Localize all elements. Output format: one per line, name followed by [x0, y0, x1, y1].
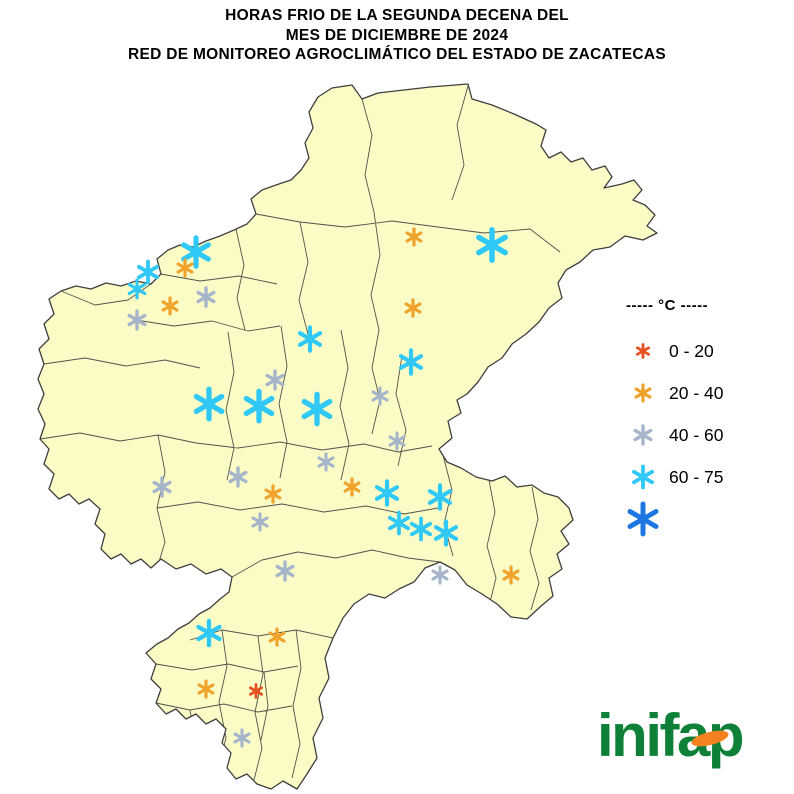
legend-row-40-60: 40 - 60	[622, 414, 787, 456]
asterisk-marker	[248, 683, 264, 699]
page-title: HORAS FRIO DE LA SEGUNDA DECENA DEL MES …	[0, 6, 794, 65]
asterisk-marker	[405, 227, 423, 247]
legend-marker-icon-75-plus	[627, 501, 659, 537]
asterisk-marker	[427, 483, 453, 511]
asterisk-marker	[275, 560, 295, 582]
legend-marker-icon-20-40	[634, 383, 652, 403]
asterisk-marker	[161, 296, 179, 316]
asterisk-marker	[317, 452, 335, 472]
asterisk-marker	[301, 391, 333, 427]
legend-marker-icon-0-20	[635, 343, 651, 359]
asterisk-marker	[228, 466, 248, 488]
asterisk-marker	[409, 516, 433, 542]
legend-label: 0 - 20	[669, 340, 714, 361]
asterisk-marker	[176, 258, 194, 278]
legend-row-75-plus	[622, 498, 787, 540]
asterisk-marker	[388, 431, 406, 451]
asterisk-marker	[152, 476, 172, 498]
asterisk-marker	[627, 501, 659, 537]
asterisk-marker	[268, 627, 286, 647]
asterisk-marker	[193, 386, 225, 422]
asterisk-marker	[196, 286, 216, 308]
asterisk-marker	[127, 309, 147, 331]
legend: ----- °C ----- 0 - 20 20 - 40 40 - 60 60…	[622, 296, 787, 540]
state-shape-group	[37, 83, 658, 790]
station-markers	[127, 227, 520, 748]
asterisk-marker	[136, 259, 160, 285]
legend-label: 60 - 75	[669, 466, 724, 487]
legend-marker-icon-40-60	[633, 424, 653, 446]
asterisk-marker	[431, 565, 449, 585]
asterisk-marker	[476, 227, 508, 263]
asterisk-marker	[371, 386, 389, 406]
asterisk-marker	[233, 728, 251, 748]
asterisk-marker	[251, 512, 269, 532]
legend-row-0-20: 0 - 20	[622, 330, 787, 372]
asterisk-marker	[387, 510, 411, 536]
legend-label: 40 - 60	[669, 424, 724, 445]
asterisk-marker	[398, 348, 424, 376]
asterisk-marker	[243, 388, 275, 424]
asterisk-marker	[634, 383, 652, 403]
asterisk-marker	[633, 424, 653, 446]
asterisk-marker	[264, 484, 282, 504]
asterisk-marker	[265, 369, 285, 391]
legend-label: 20 - 40	[669, 382, 724, 403]
legend-marker-icon-60-75	[631, 464, 655, 490]
asterisk-marker	[343, 477, 361, 497]
asterisk-marker	[196, 618, 222, 648]
municipal-boundaries	[39, 85, 561, 781]
legend-row-20-40: 20 - 40	[622, 372, 787, 414]
asterisk-marker	[181, 235, 211, 269]
asterisk-marker	[197, 679, 215, 699]
asterisk-marker	[433, 519, 459, 547]
asterisk-marker	[404, 298, 422, 318]
legend-row-60-75: 60 - 75	[622, 456, 787, 498]
title-line-1: HORAS FRIO DE LA SEGUNDA DECENA DEL	[225, 7, 569, 24]
title-line-2: MES DE DICIEMBRE DE 2024	[285, 26, 509, 44]
asterisk-marker	[374, 479, 400, 507]
inifap-logo: inifap	[597, 700, 787, 776]
asterisk-marker	[502, 565, 520, 585]
inifap-logo-text: inifap	[597, 702, 745, 769]
title-line-3: RED DE MONITOREO AGROCLIMÁTICO DEL ESTAD…	[127, 46, 667, 63]
asterisk-marker	[297, 325, 323, 353]
asterisk-marker	[631, 464, 655, 490]
asterisk-marker	[635, 343, 651, 359]
asterisk-marker	[127, 278, 147, 300]
legend-title: ----- °C -----	[626, 297, 709, 314]
